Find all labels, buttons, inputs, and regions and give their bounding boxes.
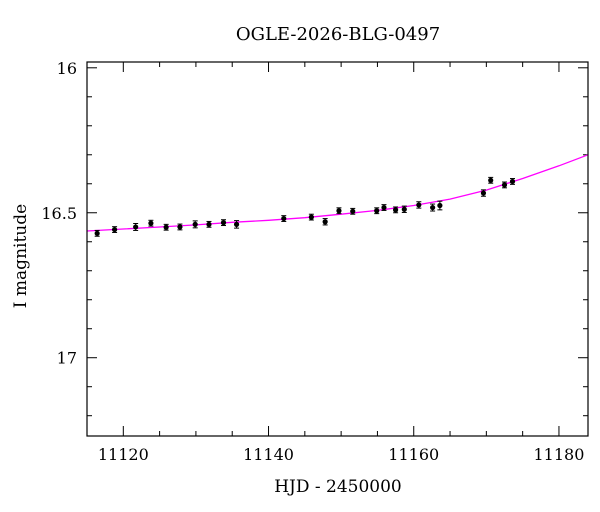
data-point — [350, 208, 356, 214]
plot-frame — [86, 61, 589, 437]
data-point — [374, 208, 380, 214]
data-point — [233, 221, 240, 227]
data-point — [192, 221, 198, 227]
y-tick-label: 17 — [57, 349, 77, 368]
axis-ticks — [86, 62, 588, 436]
data-point — [509, 178, 516, 185]
x-tick-label: 11120 — [98, 445, 149, 464]
data-point — [336, 208, 342, 214]
data-point — [133, 224, 139, 230]
data-point — [430, 204, 436, 211]
data-point — [177, 224, 183, 230]
data-point — [381, 204, 387, 211]
data-point — [416, 202, 422, 208]
data-point — [308, 214, 314, 220]
data-point — [488, 177, 494, 183]
y-tick-label: 16.5 — [41, 204, 77, 223]
data-point — [111, 226, 118, 233]
x-tick-label: 11180 — [534, 445, 585, 464]
data-point — [281, 215, 287, 222]
data-points — [94, 176, 516, 237]
data-point — [94, 230, 100, 236]
x-tick-label: 11140 — [243, 445, 294, 464]
data-point — [322, 219, 328, 225]
data-point — [437, 202, 443, 209]
chart-title: OGLE-2026-BLG-0497 — [236, 24, 440, 45]
y-axis-label: I magnitude — [11, 204, 31, 308]
model-curve — [86, 154, 589, 232]
y-tick-label: 16 — [57, 59, 77, 78]
data-point — [148, 220, 154, 226]
x-tick-label: 11160 — [388, 445, 439, 464]
x-axis-label: HJD - 2450000 — [274, 477, 402, 497]
data-point — [501, 182, 508, 188]
data-point — [392, 207, 399, 213]
data-point — [206, 221, 212, 227]
data-point — [401, 206, 407, 212]
tick-labels: 11120 11140 11160 11180 16 16.5 17 — [41, 59, 584, 464]
data-point — [220, 220, 227, 226]
data-point — [163, 224, 169, 230]
data-point — [480, 190, 487, 196]
